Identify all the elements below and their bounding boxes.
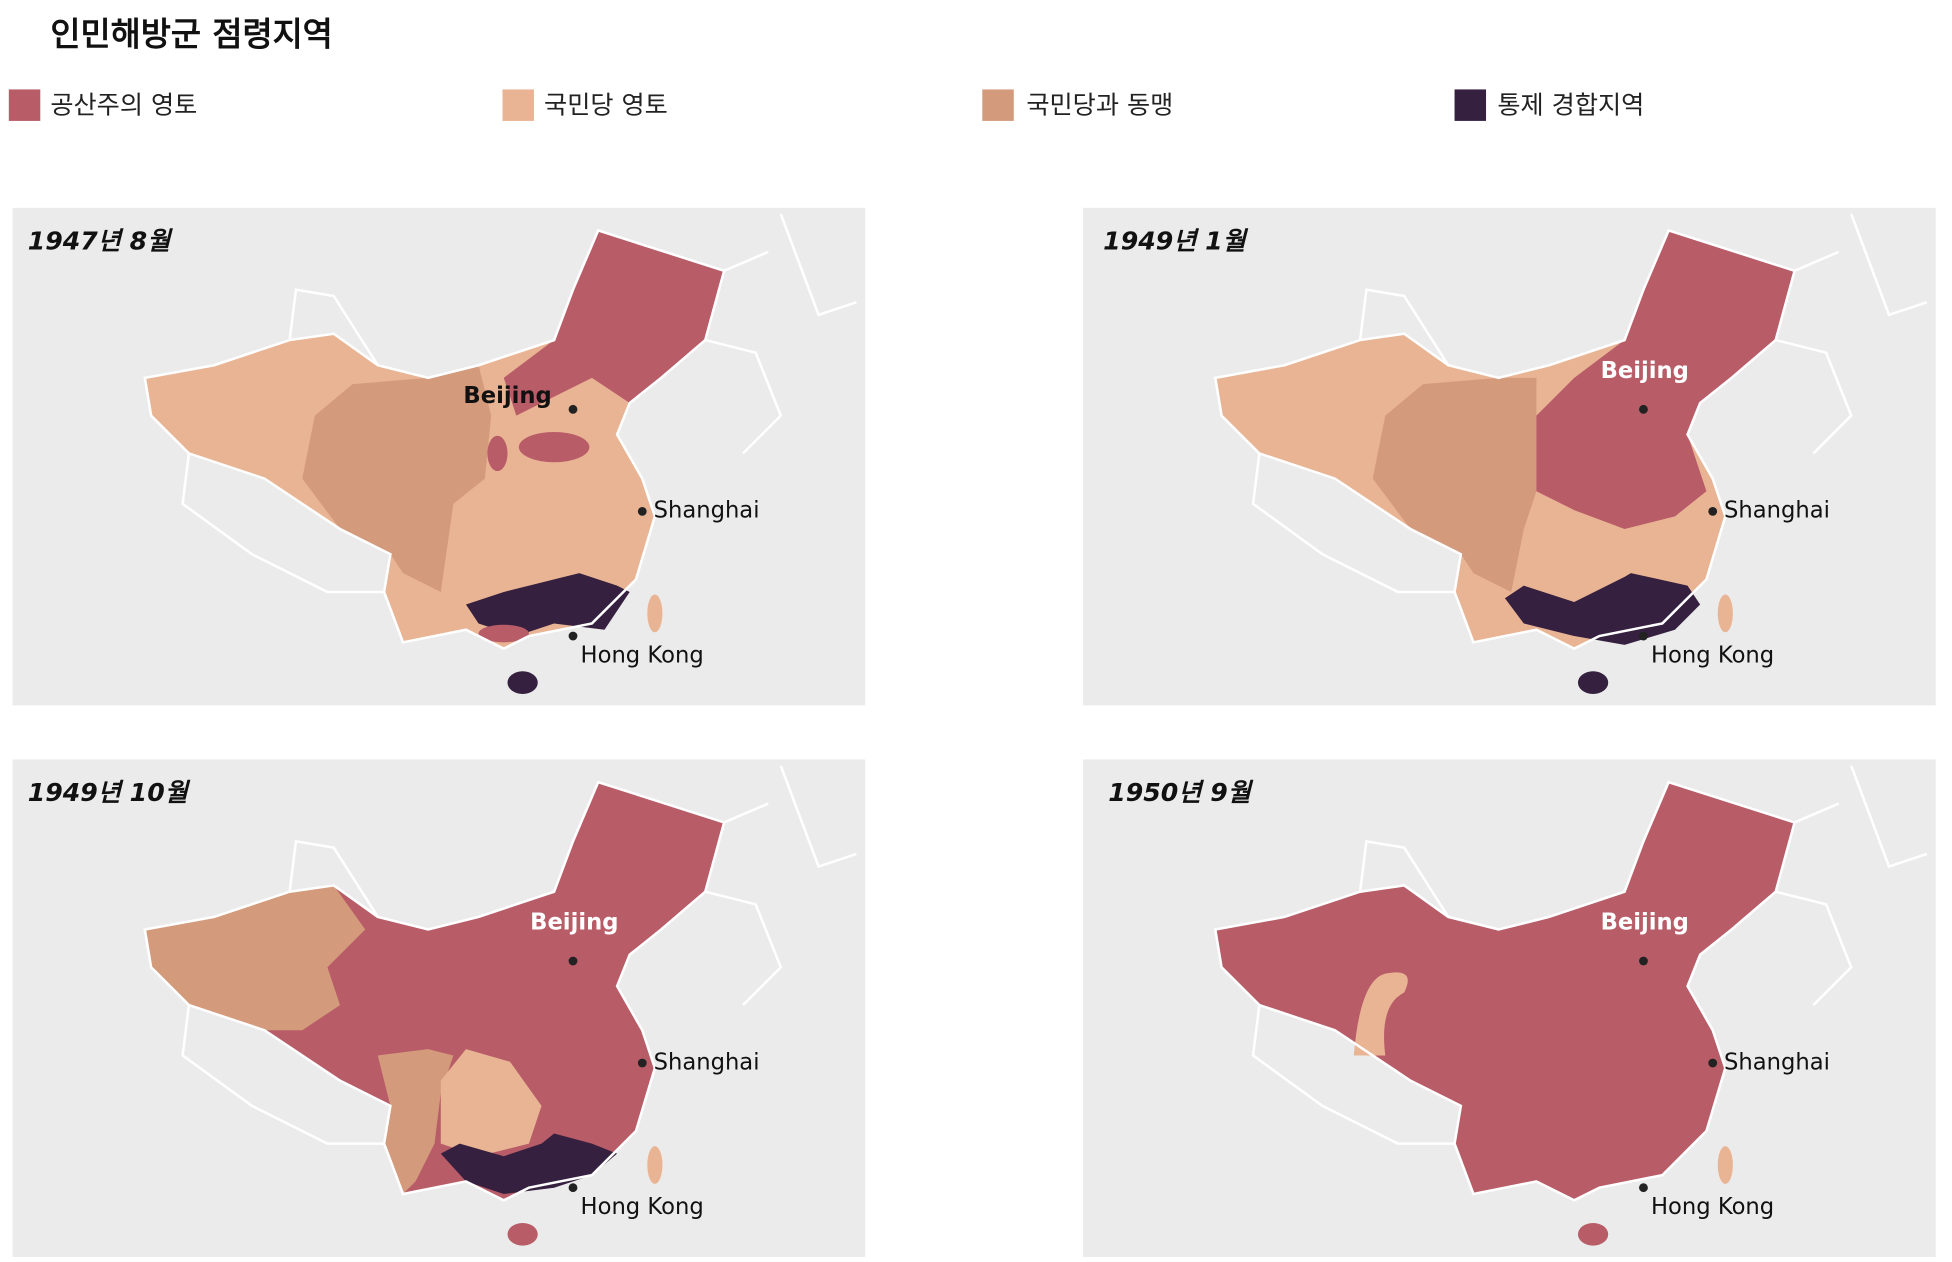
region	[518, 432, 590, 463]
region	[302, 365, 492, 592]
panel-date: 1949년 10월	[28, 778, 191, 807]
city-dot	[568, 956, 578, 966]
panel-date: 1947년 8월	[28, 226, 173, 255]
city-label: Shanghai	[654, 498, 760, 524]
city-dot	[1639, 1183, 1648, 1193]
city-dot	[1639, 956, 1648, 966]
region	[647, 1146, 663, 1184]
region	[440, 1049, 542, 1157]
city-label: Hong Kong	[1651, 642, 1774, 668]
legend-label: 국민당과 동맹	[1026, 90, 1173, 119]
city-dot	[1639, 404, 1648, 414]
legend-label: 국민당 영토	[544, 90, 668, 119]
legend-swatch	[8, 89, 41, 121]
region	[377, 1049, 454, 1194]
region	[1536, 230, 1795, 529]
region	[487, 435, 508, 472]
city-label: Shanghai	[654, 1049, 760, 1075]
region	[1717, 1146, 1733, 1184]
region	[1577, 671, 1609, 694]
city-dot	[1708, 506, 1718, 516]
region	[478, 624, 529, 643]
legend-swatch	[1454, 89, 1487, 121]
city-dot	[637, 506, 647, 516]
city-dot	[1639, 631, 1648, 641]
region	[465, 573, 630, 637]
legend: 공산주의 영토 국민당 영토 국민당과 동맹 통제 경합지역	[8, 89, 1644, 121]
region	[1717, 594, 1733, 633]
city-label: Beijing	[1601, 358, 1689, 384]
region	[507, 671, 538, 694]
city-label: Beijing	[1601, 909, 1689, 935]
legend-swatch	[502, 89, 534, 121]
region	[647, 594, 663, 633]
city-label: Hong Kong	[581, 1194, 704, 1220]
region	[1353, 972, 1408, 1056]
region	[1577, 1222, 1609, 1246]
map-panel: 1947년 8월 Beijing Shanghai Hong Kong	[12, 207, 866, 706]
region	[1372, 377, 1537, 592]
map-panel: 1950년 9월 Beijing Shanghai Hong Kong	[1083, 759, 1936, 1257]
title: 인민해방군 점령지역	[50, 15, 332, 53]
city-label: Shanghai	[1724, 498, 1830, 524]
city-label: Shanghai	[1724, 1049, 1830, 1075]
city-dot	[637, 1058, 647, 1068]
panel-date: 1950년 9월	[1108, 778, 1253, 807]
legend-label: 공산주의 영토	[50, 90, 197, 119]
city-dot	[568, 631, 578, 641]
map-panel: 1949년 10월 Beijing Shanghai Hong Kong	[12, 759, 866, 1257]
city-label: Hong Kong	[581, 642, 704, 668]
city-dot	[568, 404, 578, 414]
city-label: Beijing	[530, 909, 618, 935]
region	[503, 230, 725, 416]
city-label: Hong Kong	[1651, 1194, 1774, 1220]
city-label: Beijing	[463, 383, 551, 409]
legend-label: 통제 경합지역	[1497, 90, 1644, 119]
region	[144, 885, 366, 1031]
city-dot	[1708, 1058, 1718, 1068]
city-dot	[568, 1183, 578, 1193]
legend-swatch	[982, 89, 1014, 121]
region	[507, 1222, 538, 1246]
panel-date: 1949년 1월	[1103, 226, 1248, 255]
map-panel: 1949년 1월 Beijing Shanghai Hong Kong	[1083, 207, 1936, 706]
